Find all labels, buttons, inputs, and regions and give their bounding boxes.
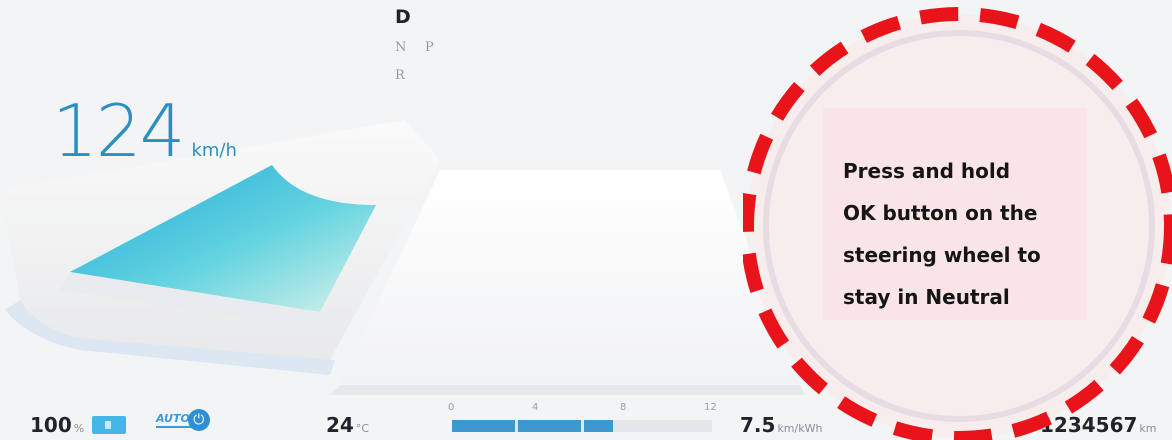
auto-label: AUTO <box>156 412 192 428</box>
efficiency-tick-label: 0 <box>448 402 455 413</box>
efficiency-tick-label: 4 <box>532 402 539 413</box>
speedometer: 124 km/h <box>52 95 237 167</box>
speed-unit: km/h <box>191 140 237 161</box>
auto-power-icon: ⏻ <box>187 409 210 431</box>
gear-drive: D <box>395 6 411 28</box>
efficiency-track <box>452 420 712 432</box>
gear-reverse: R <box>395 68 405 83</box>
gauge-shadow <box>60 272 320 328</box>
odometer-unit: km <box>1139 422 1157 435</box>
road-edge <box>330 385 805 395</box>
odometer-value: 1234567 <box>1040 413 1138 437</box>
gear-neutral: N <box>395 40 407 55</box>
notification-card <box>823 108 1087 320</box>
notification-line: stay in Neutral <box>843 285 1010 309</box>
speed-gauge-fill <box>70 165 376 312</box>
gear-park: P <box>425 40 434 55</box>
road-surface <box>340 170 800 385</box>
battery-status: 100 % <box>30 413 127 437</box>
gear-selector: D N P R <box>393 6 463 116</box>
speed-value: 124 <box>52 89 185 173</box>
efficiency-status: 7.5 km/kWh <box>740 413 822 437</box>
efficiency-value: 7.5 <box>740 413 776 437</box>
battery-percent: 100 <box>30 413 72 437</box>
gauge-rim <box>5 300 335 375</box>
temperature-unit: °C <box>355 422 370 435</box>
battery-unit: % <box>73 422 85 435</box>
notification-message: Press and hold OK button on the steering… <box>843 150 1093 318</box>
notification-line: Press and hold <box>843 159 1011 183</box>
efficiency-tick-label: 12 <box>704 402 717 413</box>
efficiency-tick-label: 8 <box>620 402 627 413</box>
inner-ring <box>763 30 1155 422</box>
notification-line: steering wheel to <box>843 243 1041 267</box>
odometer-status: 1234567 km <box>1040 413 1157 437</box>
efficiency-segment <box>452 420 515 432</box>
temperature-value: 24 <box>326 413 354 437</box>
efficiency-scale: 0 4 8 12 <box>430 400 730 440</box>
efficiency-segment <box>517 420 581 432</box>
battery-icon <box>92 416 127 434</box>
temperature-status: 24 °C <box>326 413 369 437</box>
efficiency-unit: km/kWh <box>777 422 823 435</box>
status-bar: 100 % AUTO ⏻ 24 °C 7.5 km/kWh 1234567 km <box>0 405 1172 440</box>
efficiency-segment <box>583 420 614 432</box>
notification-line: OK button on the <box>843 201 1038 225</box>
auto-mode-badge: AUTO ⏻ <box>156 409 210 431</box>
